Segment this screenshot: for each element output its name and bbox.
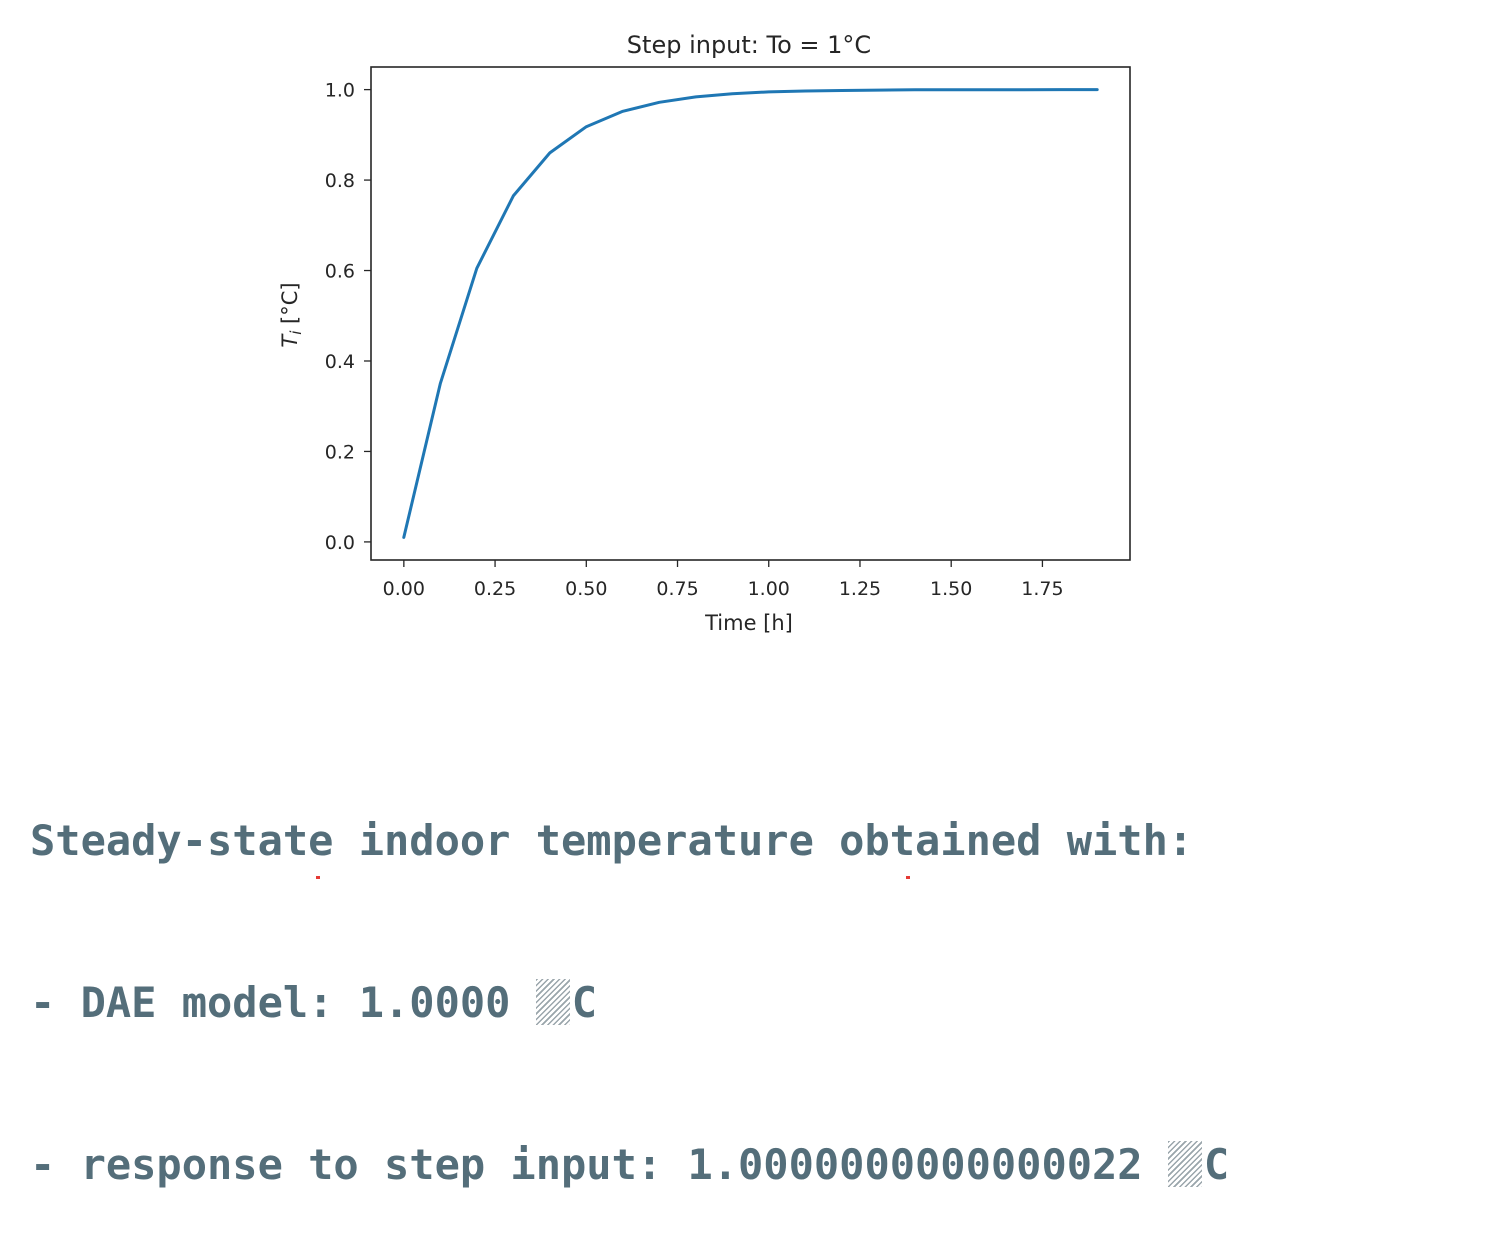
plot-area-frame xyxy=(370,66,1131,561)
y-axis: 0.0 0.2 0.4 0.6 0.8 1.0 xyxy=(325,80,371,554)
red-mark xyxy=(906,876,910,879)
output-line-dae-model: - DAE model: 1.0000 C xyxy=(30,976,1470,1030)
output-line-heading: Steady-state indoor temperature obtained… xyxy=(30,816,1194,865)
x-tick-label: 0.50 xyxy=(565,578,607,600)
y-tick-label: 0.4 xyxy=(325,351,355,373)
y-tick-label: 1.0 xyxy=(325,80,355,102)
step-response-unit: C xyxy=(1203,1140,1230,1189)
y-label-subscript: i xyxy=(287,330,305,335)
y-tick-label: 0.8 xyxy=(325,170,355,192)
unrendered-degree-glyph-icon xyxy=(1167,1141,1202,1187)
chart-title: Step input: To = 1°C xyxy=(627,31,871,59)
console-output: Steady-state indoor temperature obtained… xyxy=(30,706,1470,1246)
dae-model-text: - DAE model: 1.0000 xyxy=(30,978,536,1027)
step-response-chart: Step input: To = 1°C 0.00 0.25 0.50 0.75 1.0… xyxy=(278,31,1131,635)
x-tick-label: 1.75 xyxy=(1021,578,1063,600)
x-tick-label: 1.00 xyxy=(748,578,790,600)
y-tick-label: 0.6 xyxy=(325,261,355,283)
y-label-unit: [°C] xyxy=(278,282,302,330)
series-line xyxy=(402,88,1099,539)
y-tick-label: 0.2 xyxy=(325,441,355,463)
x-tick-label: 0.00 xyxy=(383,578,425,600)
unrendered-degree-glyph-icon xyxy=(535,979,570,1025)
x-tick-label: 1.50 xyxy=(930,578,972,600)
y-tick-label: 0.0 xyxy=(325,532,355,554)
step-response-text: - response to step input: 1.000000000000… xyxy=(30,1140,1168,1189)
red-mark xyxy=(316,876,320,879)
x-axis-label: Time [h] xyxy=(704,611,793,635)
x-tick-label: 0.25 xyxy=(474,578,516,600)
series-layer xyxy=(402,88,1099,539)
output-line-step-response: - response to step input: 1.000000000000… xyxy=(30,1138,1470,1192)
x-axis: 0.00 0.25 0.50 0.75 1.00 1.25 1.50 1.75 xyxy=(383,560,1064,600)
x-tick-label: 1.25 xyxy=(839,578,881,600)
y-axis-label: Ti [°C] xyxy=(278,282,305,347)
y-label-symbol: T xyxy=(278,333,302,348)
dae-model-unit: C xyxy=(571,978,598,1027)
x-tick-label: 0.75 xyxy=(656,578,698,600)
